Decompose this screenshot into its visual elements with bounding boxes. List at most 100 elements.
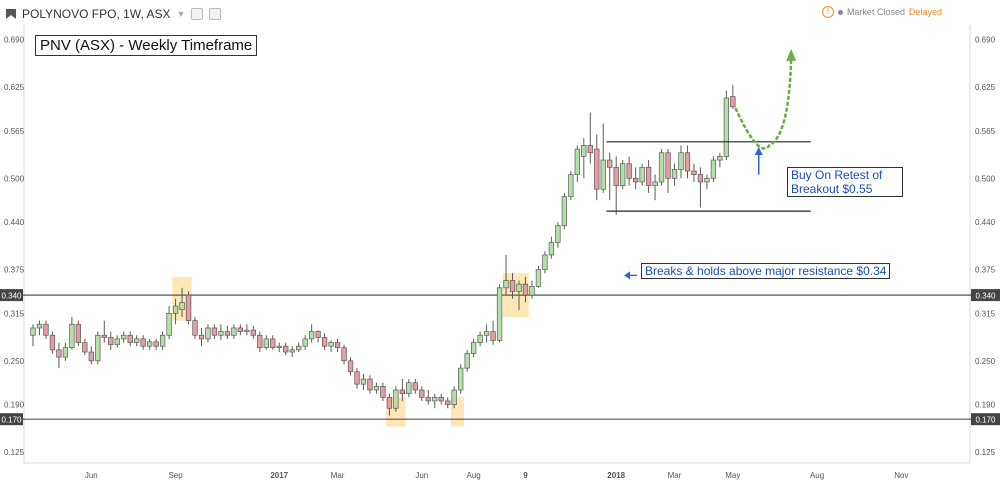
candle-81	[555, 222, 561, 248]
candle-56	[393, 386, 399, 412]
candle-body	[555, 225, 561, 243]
candle-body	[341, 347, 347, 362]
candle-41	[296, 342, 302, 353]
candle-34	[250, 325, 256, 339]
candle-body	[185, 294, 192, 322]
retest-arrow-head	[754, 146, 763, 155]
candle-body	[704, 177, 710, 183]
candle-body	[386, 396, 393, 409]
candle-body	[43, 323, 49, 336]
y-tick-left-2: 0.250	[4, 357, 25, 366]
candle-5	[62, 342, 69, 361]
candle-body	[75, 323, 82, 343]
candle-51	[360, 373, 367, 390]
candle-body	[166, 313, 172, 336]
candle-88	[600, 123, 606, 193]
breakout-arrow-head	[624, 271, 630, 280]
candle-body	[522, 283, 529, 296]
level-badge-left-1	[0, 413, 23, 426]
y-tick-right-0: 0.125	[975, 448, 996, 457]
candle-91	[620, 160, 626, 190]
candle-59	[412, 379, 418, 394]
candle-body	[198, 334, 205, 340]
candle-93	[632, 167, 639, 190]
candle-body	[108, 337, 114, 346]
visibility-icon[interactable]	[209, 8, 222, 20]
candle-98	[665, 149, 671, 193]
symbol-header[interactable]: POLYNOVO FPO, 1W, ASX ▼	[6, 5, 222, 23]
x-tick-2: 2017	[270, 471, 288, 480]
candle-53	[373, 382, 380, 394]
candle-body	[509, 280, 516, 292]
candle-13	[114, 335, 120, 348]
candle-body	[464, 353, 470, 369]
candle-body	[270, 338, 276, 349]
candle-body	[620, 163, 626, 186]
candle-27	[205, 324, 211, 343]
candle-70	[483, 324, 490, 343]
candle-body	[146, 341, 153, 347]
candle-39	[283, 342, 289, 355]
candle-body	[730, 96, 736, 108]
candle-body	[684, 152, 691, 172]
candle-77	[529, 280, 535, 299]
y-tick-right-4: 0.375	[975, 266, 996, 275]
x-tick-10: Aug	[810, 471, 824, 480]
candle-9	[88, 346, 94, 365]
candle-body	[373, 386, 380, 391]
candle-84	[574, 145, 580, 182]
candle-7	[75, 320, 82, 347]
candle-body	[406, 382, 412, 395]
candle-body	[49, 334, 56, 351]
candle-body	[244, 329, 250, 332]
breakout-note: Breaks & holds above major resistance $0…	[641, 263, 891, 279]
settings-icon[interactable]	[191, 8, 204, 20]
candle-94	[639, 163, 645, 186]
candle-29	[218, 324, 224, 341]
candle-26	[198, 327, 205, 347]
candle-69	[477, 331, 483, 347]
candle-43	[308, 324, 315, 343]
candle-11	[101, 320, 107, 343]
candle-body	[134, 338, 140, 343]
x-tick-1: Sep	[168, 471, 183, 480]
y-tick-right-7: 0.565	[975, 127, 996, 136]
candle-body	[101, 334, 107, 338]
candle-body	[218, 331, 224, 336]
candle-66	[458, 364, 464, 394]
delayed-label: Delayed	[908, 7, 942, 17]
candle-57	[399, 379, 406, 401]
candle-36	[263, 335, 269, 350]
candle-body	[542, 254, 548, 270]
candle-body	[561, 196, 568, 227]
candle-74	[509, 273, 516, 299]
y-tick-right-9: 0.690	[975, 36, 996, 45]
caret-down-icon[interactable]: ▼	[176, 9, 186, 19]
candle-body	[328, 342, 334, 347]
x-tick-0: Jun	[85, 471, 98, 480]
candle-body	[62, 347, 69, 358]
x-tick-3: Mar	[331, 471, 345, 480]
candle-42	[302, 335, 308, 350]
projection-path	[734, 56, 793, 150]
candle-body	[399, 389, 406, 394]
candle-body	[496, 287, 503, 341]
candle-body	[88, 351, 94, 362]
candle-102	[691, 163, 697, 182]
candle-90	[613, 156, 619, 215]
candle-body	[192, 320, 198, 336]
candle-18	[146, 338, 153, 350]
candle-19	[153, 338, 159, 350]
candle-body	[159, 334, 166, 347]
candle-body	[581, 145, 587, 157]
candle-body	[250, 329, 256, 336]
y-tick-left-8: 0.625	[4, 83, 25, 92]
candle-47	[334, 338, 341, 353]
candle-40	[289, 346, 295, 358]
candle-17	[140, 335, 146, 350]
buy-retest-note: Buy On Retest of Breakout $0.55	[787, 167, 903, 197]
candle-76	[522, 276, 529, 303]
candle-44	[315, 330, 321, 343]
candle-10	[95, 331, 101, 365]
